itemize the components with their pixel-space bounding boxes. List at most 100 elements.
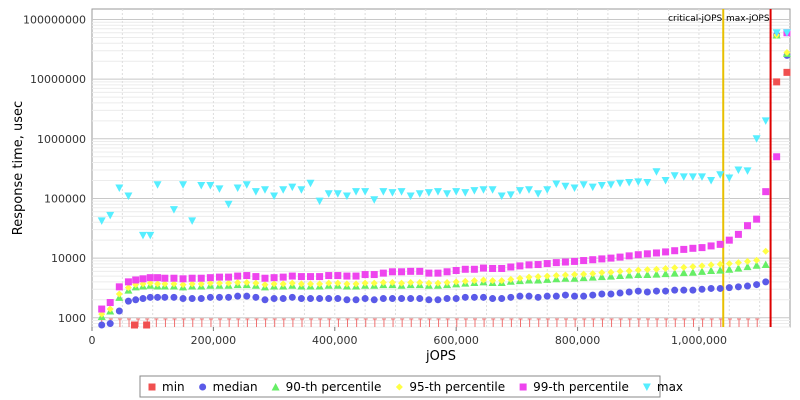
series-min [130, 68, 791, 329]
data-point [279, 280, 287, 288]
data-point [106, 299, 114, 307]
data-point [361, 279, 369, 287]
data-point [697, 267, 706, 275]
data-point [342, 192, 351, 200]
data-point [543, 292, 551, 300]
data-point [106, 320, 114, 328]
data-point [625, 179, 634, 187]
data-point [671, 286, 679, 294]
data-point [507, 275, 515, 283]
data-point [433, 188, 442, 196]
data-point [725, 236, 733, 244]
data-point [224, 200, 233, 209]
data-point [561, 258, 569, 266]
data-point [625, 252, 633, 260]
data-point [598, 255, 606, 263]
data-point [652, 287, 660, 295]
data-point [297, 280, 305, 288]
legend-label: 90-th percentile [286, 380, 382, 394]
data-point [734, 230, 742, 238]
data-point [138, 231, 147, 240]
data-point [197, 181, 206, 190]
data-point [334, 295, 342, 303]
data-point [206, 293, 214, 301]
x-axis-ticks: 0 200,000 400,000 600,000 800,000 1,000,000 [89, 318, 760, 347]
data-point [743, 262, 752, 271]
data-point [179, 275, 187, 283]
data-point [170, 280, 178, 288]
data-point [716, 171, 725, 179]
data-point [571, 271, 579, 279]
data-point [352, 272, 360, 280]
data-point [661, 269, 670, 278]
x-tick-label: 1,000,000 [671, 334, 727, 347]
data-point [307, 280, 315, 288]
data-point [716, 240, 724, 248]
data-point [288, 272, 296, 280]
legend-label: median [213, 380, 258, 394]
data-point [307, 273, 315, 281]
data-point [416, 295, 424, 303]
data-point [552, 180, 561, 188]
data-point [697, 173, 706, 181]
legend: min median 90-th percentile 95-th percentil… [148, 380, 683, 394]
data-point [680, 245, 688, 253]
data-point [425, 296, 433, 304]
data-point [124, 278, 132, 286]
data-point [543, 186, 552, 194]
data-point [316, 295, 324, 303]
data-point [498, 264, 506, 272]
data-point [452, 188, 461, 196]
data-point [561, 271, 569, 279]
data-point [307, 295, 315, 303]
data-point [782, 29, 791, 37]
data-point [297, 186, 306, 194]
data-point [616, 253, 624, 261]
data-point [225, 279, 233, 287]
data-point [597, 272, 606, 281]
data-point [689, 286, 697, 294]
data-point [643, 250, 651, 258]
data-point [698, 262, 706, 270]
data-point [388, 279, 396, 287]
data-point [753, 256, 761, 264]
data-point [662, 287, 670, 295]
data-point [170, 293, 178, 301]
data-point [325, 279, 333, 287]
data-point [115, 290, 123, 298]
data-point [252, 273, 260, 281]
data-point [589, 291, 597, 299]
data-point [461, 277, 469, 285]
data-point [589, 256, 597, 264]
critical-jOPS-label: critical-jOPS [668, 14, 722, 24]
data-point [679, 268, 688, 277]
data-point [370, 279, 378, 287]
data-point [370, 271, 378, 279]
data-point [379, 295, 387, 303]
data-point [179, 181, 188, 189]
data-point [260, 186, 269, 194]
data-point [707, 177, 716, 185]
data-point [270, 192, 279, 200]
data-point [270, 295, 278, 303]
data-point [752, 261, 761, 269]
data-point [734, 283, 742, 291]
data-point [215, 273, 223, 281]
data-point [252, 279, 260, 287]
legend-marker [642, 383, 651, 391]
data-point [443, 190, 452, 198]
data-point [616, 289, 624, 297]
data-point [762, 247, 770, 255]
data-point [688, 173, 697, 181]
legend-label: 99-th percentile [533, 380, 629, 394]
data-point [361, 271, 369, 279]
data-point [707, 242, 715, 250]
data-point [689, 244, 697, 252]
data-point [506, 191, 515, 199]
legend-marker [148, 383, 156, 391]
data-point [154, 293, 162, 301]
data-point [534, 190, 543, 198]
data-point [580, 292, 588, 300]
data-point [516, 262, 524, 270]
